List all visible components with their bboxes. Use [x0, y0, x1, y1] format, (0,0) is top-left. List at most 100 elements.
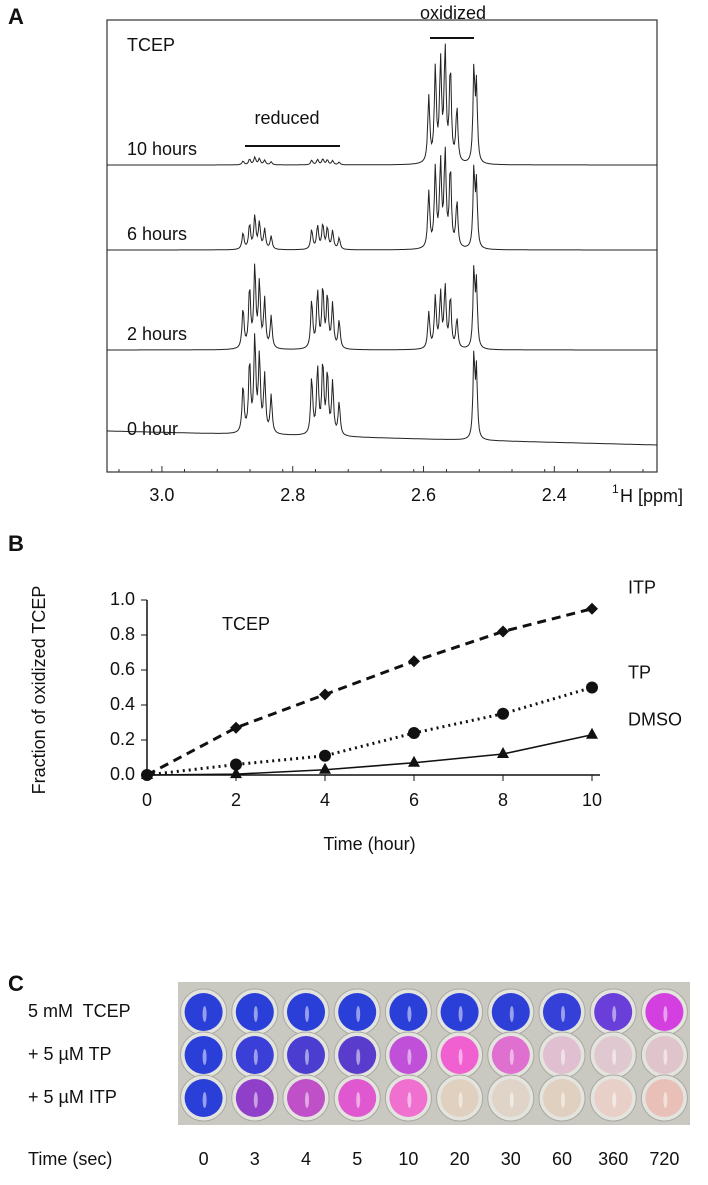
well-glare — [202, 1092, 207, 1108]
y-tick-label: 0.4 — [110, 694, 135, 714]
well-glare — [305, 1006, 309, 1022]
time-label: 60 — [552, 1149, 572, 1169]
well-glare — [458, 1092, 463, 1108]
marker — [230, 721, 242, 734]
series-line — [146, 607, 593, 777]
legend-label: TP — [628, 662, 651, 682]
x-tick-label: 0 — [142, 790, 152, 810]
x-tick-label: 2.4 — [542, 485, 567, 505]
trace-label: 0 hour — [127, 419, 178, 439]
spectrum-title: TCEP — [127, 35, 175, 55]
marker — [319, 762, 331, 774]
marker — [230, 758, 242, 771]
y-tick-label: 1.0 — [110, 589, 135, 609]
y-tick-label: 0.8 — [110, 624, 135, 644]
well-glare — [561, 1092, 565, 1108]
marker — [408, 755, 420, 767]
well-glare — [407, 1049, 412, 1065]
x-tick-label: 2.6 — [411, 485, 436, 505]
well-glare — [612, 1049, 617, 1065]
x-tick-label: 10 — [582, 790, 602, 810]
well-glare — [407, 1006, 412, 1022]
y-tick-label: 0.2 — [110, 729, 135, 749]
legend-label: ITP — [628, 578, 656, 598]
marker — [497, 707, 509, 720]
chart-title: TCEP — [222, 614, 270, 634]
well-glare — [458, 1049, 463, 1065]
spectrum-trace — [107, 333, 657, 446]
marker — [141, 768, 153, 779]
spectrum-trace — [107, 263, 657, 351]
y-tick-label: 0.6 — [110, 659, 135, 679]
spectrum-trace — [107, 43, 657, 166]
time-label: 5 — [352, 1149, 362, 1169]
marker — [497, 747, 509, 758]
trace-label: 2 hours — [127, 324, 187, 344]
well-glare — [561, 1049, 565, 1065]
axis-label: Time (hour) — [323, 834, 415, 854]
well-glare — [407, 1092, 412, 1108]
well-glare — [253, 1092, 258, 1108]
marker — [408, 727, 420, 739]
marker — [319, 688, 331, 701]
marker — [586, 681, 598, 694]
well-glare — [509, 1049, 514, 1065]
well-glare — [663, 1049, 668, 1065]
well-glare — [612, 1006, 617, 1022]
time-label: 360 — [598, 1149, 628, 1169]
time-label: 30 — [501, 1149, 521, 1169]
marker — [586, 727, 598, 739]
well-glare — [663, 1092, 668, 1108]
marker — [319, 749, 331, 762]
time-label: 20 — [450, 1149, 470, 1169]
trace-label: 6 hours — [127, 224, 187, 244]
legend-label: DMSO — [628, 710, 682, 730]
axis-label: Fraction of oxidized TCEP — [29, 586, 49, 795]
panel-letter: A — [8, 4, 24, 29]
axis-label-sup: 1 — [612, 482, 619, 496]
well-glare — [253, 1006, 258, 1022]
well-glare — [356, 1006, 361, 1022]
time-label: 10 — [398, 1149, 418, 1169]
well-glare — [305, 1049, 309, 1065]
spectrum-trace — [107, 146, 657, 251]
panel-letter: C — [8, 971, 24, 996]
panel-letter: B — [8, 531, 24, 556]
well-glare — [663, 1006, 668, 1022]
time-label: 720 — [649, 1149, 679, 1169]
x-tick-label: 2 — [231, 790, 241, 810]
x-tick-label: 4 — [320, 790, 330, 810]
trace-label: 10 hours — [127, 139, 197, 159]
well-glare — [356, 1092, 361, 1108]
row-label: + 5 µM TP — [28, 1044, 112, 1064]
series-line — [146, 733, 593, 776]
x-tick-label: 2.8 — [280, 485, 305, 505]
region-label: oxidized — [420, 3, 486, 23]
well-glare — [458, 1006, 463, 1022]
marker — [408, 655, 420, 668]
plot-frame — [106, 19, 658, 473]
x-tick-label: 8 — [498, 790, 508, 810]
well-glare — [356, 1049, 361, 1065]
axis-label: Time (sec) — [28, 1149, 112, 1169]
series-line — [146, 686, 593, 777]
well-glare — [509, 1092, 514, 1108]
well-glare — [509, 1006, 514, 1022]
well-glare — [612, 1092, 617, 1108]
well-glare — [202, 1049, 207, 1065]
row-label: + 5 µM ITP — [28, 1087, 117, 1107]
y-tick-label: 0.0 — [110, 764, 135, 784]
well-glare — [561, 1006, 565, 1022]
row-label: 5 mM TCEP — [28, 1001, 131, 1021]
time-label: 4 — [301, 1149, 311, 1169]
region-label: reduced — [254, 108, 319, 128]
time-label: 0 — [199, 1149, 209, 1169]
x-tick-label: 6 — [409, 790, 419, 810]
axis-label: H [ppm] — [620, 486, 683, 506]
well-glare — [253, 1049, 258, 1065]
marker — [230, 767, 242, 779]
marker — [586, 602, 598, 615]
time-label: 3 — [250, 1149, 260, 1169]
marker — [497, 625, 509, 638]
